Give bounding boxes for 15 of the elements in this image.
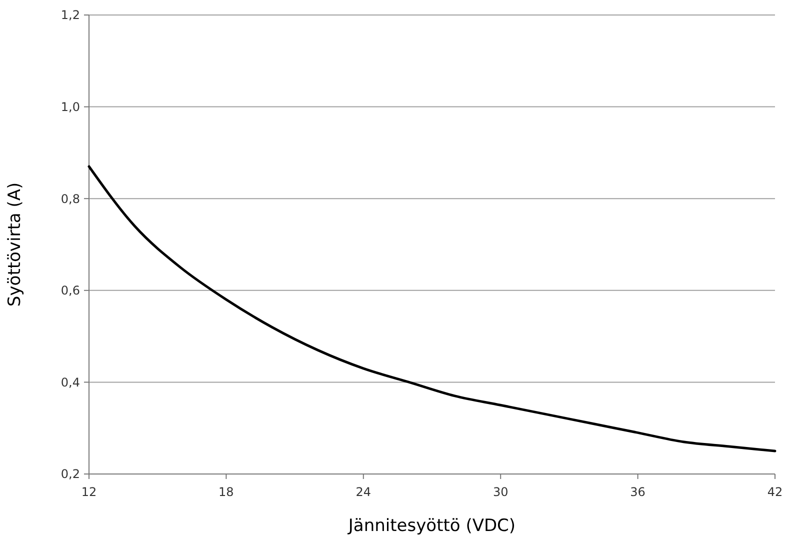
x-tick-label: 36 bbox=[630, 485, 646, 499]
x-tick-label: 30 bbox=[492, 485, 508, 499]
y-tick-label: 0,4 bbox=[60, 375, 80, 390]
y-tick-label: 0,8 bbox=[60, 192, 80, 206]
line-series bbox=[88, 165, 776, 452]
x-tick-label: 24 bbox=[356, 485, 372, 499]
x-tick-label: 12 bbox=[81, 485, 97, 499]
x-axis-title: Jännitesyöttö (VDC) bbox=[347, 516, 516, 536]
x-tick-label: 18 bbox=[218, 485, 234, 499]
y-axis-title: Syöttövirta (A) bbox=[5, 182, 25, 307]
y-tick-label: 0,6 bbox=[60, 284, 80, 298]
x-tick-label: 42 bbox=[767, 485, 783, 499]
y-tick-label: 1,2 bbox=[60, 8, 80, 22]
y-tick-label: 0,2 bbox=[60, 467, 80, 482]
y-tick-label: 1,0 bbox=[60, 100, 80, 114]
